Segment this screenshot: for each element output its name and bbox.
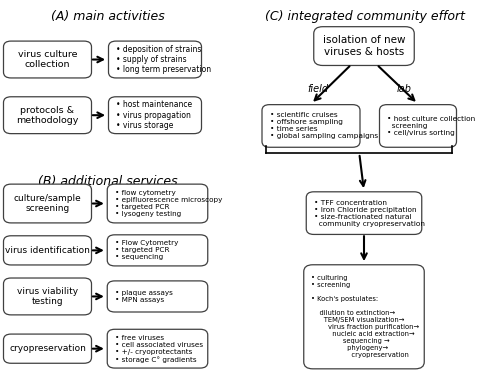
FancyBboxPatch shape <box>4 334 92 363</box>
FancyBboxPatch shape <box>107 281 208 312</box>
Text: virus identification: virus identification <box>5 246 90 255</box>
Text: virus culture
collection: virus culture collection <box>18 50 77 69</box>
FancyBboxPatch shape <box>4 41 92 78</box>
FancyBboxPatch shape <box>4 278 92 315</box>
FancyBboxPatch shape <box>108 97 202 134</box>
FancyBboxPatch shape <box>107 184 208 223</box>
FancyBboxPatch shape <box>4 97 92 134</box>
Text: • free viruses
• cell associated viruses
• +/- cryoprotectants
• storage C° grad: • free viruses • cell associated viruses… <box>115 335 203 362</box>
FancyBboxPatch shape <box>262 104 360 147</box>
Text: • culturing
• screening

• Koch's postulates:

    dilution to extinction→
     : • culturing • screening • Koch's postula… <box>311 275 420 358</box>
Text: (A) main activities: (A) main activities <box>50 10 164 23</box>
FancyBboxPatch shape <box>107 329 208 368</box>
Text: cryopreservation: cryopreservation <box>9 344 86 353</box>
FancyBboxPatch shape <box>107 235 208 266</box>
Text: virus viability
testing: virus viability testing <box>17 287 78 306</box>
FancyBboxPatch shape <box>108 41 202 78</box>
FancyBboxPatch shape <box>4 184 92 223</box>
Text: culture/sample
screening: culture/sample screening <box>14 194 82 213</box>
Text: • flow cytometry
• epifluorescence microscopy
• targeted PCR
• lysogeny testing: • flow cytometry • epifluorescence micro… <box>115 190 222 217</box>
Text: • scientific cruises
• offshore sampling
• time series
• global sampling campaig: • scientific cruises • offshore sampling… <box>270 113 378 139</box>
Text: • plaque assays
• MPN assays: • plaque assays • MPN assays <box>115 290 172 303</box>
Text: • TFF concentration
• Iron Chloride precipitation
• size-fractionated natural
  : • TFF concentration • Iron Chloride prec… <box>314 200 425 227</box>
Text: • host culture collection
  screening
• cell/virus sorting: • host culture collection screening • ce… <box>387 116 475 136</box>
FancyBboxPatch shape <box>4 236 92 265</box>
Text: isolation of new
viruses & hosts: isolation of new viruses & hosts <box>323 35 405 57</box>
FancyBboxPatch shape <box>306 192 422 234</box>
Text: protocols &
methodology: protocols & methodology <box>16 106 78 125</box>
Text: • Flow Cytometry
• targeted PCR
• sequencing: • Flow Cytometry • targeted PCR • sequen… <box>115 240 178 260</box>
Text: (C) integrated community effort: (C) integrated community effort <box>265 10 465 23</box>
FancyBboxPatch shape <box>304 265 424 369</box>
Text: (B) additional services: (B) additional services <box>38 175 177 188</box>
Text: • deposition of strains
• supply of strains
• long term preservation: • deposition of strains • supply of stra… <box>116 45 211 74</box>
Text: lab: lab <box>396 84 411 94</box>
Text: field: field <box>307 84 328 94</box>
FancyBboxPatch shape <box>314 27 414 65</box>
Text: • host maintenance
• virus propagation
• virus storage: • host maintenance • virus propagation •… <box>116 100 192 130</box>
FancyBboxPatch shape <box>380 104 456 147</box>
